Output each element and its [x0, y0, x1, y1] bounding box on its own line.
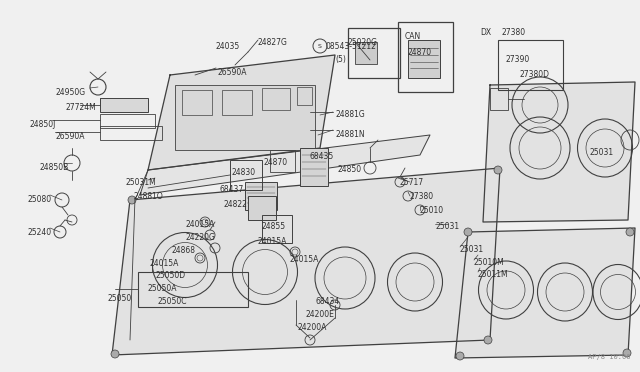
Polygon shape — [140, 135, 430, 195]
Text: 25050D: 25050D — [156, 271, 186, 280]
Text: 27380: 27380 — [502, 28, 526, 37]
Text: 24950G: 24950G — [55, 88, 85, 97]
Text: 25031: 25031 — [460, 245, 484, 254]
Circle shape — [456, 352, 464, 360]
Text: 25020G: 25020G — [348, 38, 378, 47]
Text: 68434: 68434 — [315, 297, 339, 306]
Text: 08543-51212: 08543-51212 — [325, 42, 376, 51]
Text: 24200A: 24200A — [298, 323, 328, 332]
Text: 24850: 24850 — [338, 165, 362, 174]
Text: 27380D: 27380D — [520, 70, 550, 79]
Polygon shape — [455, 228, 635, 358]
Bar — [408, 40, 440, 78]
Bar — [297, 87, 312, 105]
Text: 24881O: 24881O — [133, 192, 163, 201]
Text: 24870: 24870 — [263, 158, 287, 167]
Text: S: S — [318, 44, 322, 48]
Text: (5): (5) — [335, 55, 346, 64]
Bar — [262, 215, 292, 243]
Text: 25050C: 25050C — [157, 297, 186, 306]
Text: CAN: CAN — [405, 32, 421, 41]
Text: 26590A: 26590A — [218, 68, 248, 77]
Bar — [230, 160, 262, 190]
Bar — [100, 98, 148, 112]
Text: 27390: 27390 — [505, 55, 529, 64]
Text: 25031: 25031 — [590, 148, 614, 157]
Text: 24868: 24868 — [172, 246, 196, 255]
Bar — [398, 22, 453, 92]
Bar — [175, 85, 315, 150]
Bar — [355, 42, 377, 64]
Text: 24035: 24035 — [215, 42, 239, 51]
Bar — [262, 88, 290, 110]
Text: 24822: 24822 — [224, 200, 248, 209]
Text: 27380: 27380 — [410, 192, 434, 201]
Text: 24200E: 24200E — [306, 310, 335, 319]
Text: 25080: 25080 — [28, 195, 52, 204]
Circle shape — [464, 228, 472, 236]
Text: 24881G: 24881G — [335, 110, 365, 119]
Bar — [222, 90, 252, 115]
Bar — [182, 90, 212, 115]
Text: 24220G: 24220G — [185, 233, 215, 242]
Bar — [270, 150, 295, 172]
Text: 24015A: 24015A — [290, 255, 319, 264]
Text: 25031: 25031 — [435, 222, 459, 231]
Text: 24830: 24830 — [232, 168, 256, 177]
Bar — [100, 114, 155, 128]
Text: 24881N: 24881N — [335, 130, 365, 139]
Text: 24870: 24870 — [408, 48, 432, 57]
Circle shape — [494, 166, 502, 174]
Text: 25010: 25010 — [420, 206, 444, 215]
Text: 24855: 24855 — [262, 222, 286, 231]
Text: DX: DX — [480, 28, 491, 37]
Circle shape — [484, 336, 492, 344]
Text: 68435: 68435 — [310, 152, 334, 161]
Text: 24015A: 24015A — [185, 220, 214, 229]
Text: 24850B: 24850B — [40, 163, 69, 172]
Text: 68437: 68437 — [220, 185, 244, 194]
Bar — [138, 272, 248, 307]
Text: 24015A: 24015A — [150, 259, 179, 268]
Bar — [248, 196, 276, 220]
Circle shape — [111, 350, 119, 358]
Text: AP/8 10:06: AP/8 10:06 — [588, 354, 630, 360]
Bar — [300, 148, 328, 186]
Text: 24015A: 24015A — [257, 237, 286, 246]
Bar — [498, 40, 563, 90]
Bar — [245, 182, 277, 210]
Polygon shape — [112, 168, 500, 355]
Circle shape — [128, 196, 136, 204]
Text: 25717: 25717 — [400, 178, 424, 187]
Text: 27724M: 27724M — [65, 103, 96, 112]
Text: 25050: 25050 — [108, 294, 132, 303]
Text: 24850J: 24850J — [30, 120, 56, 129]
Bar — [490, 88, 508, 110]
Text: 25240: 25240 — [28, 228, 52, 237]
Text: 24827G: 24827G — [258, 38, 288, 47]
Bar — [100, 126, 162, 140]
Bar — [348, 28, 400, 78]
Text: 25050A: 25050A — [148, 284, 177, 293]
Polygon shape — [148, 55, 335, 170]
Text: 25010M: 25010M — [474, 258, 505, 267]
Polygon shape — [483, 82, 635, 222]
Circle shape — [623, 349, 631, 357]
Text: 26590A: 26590A — [55, 132, 84, 141]
Text: 25031M: 25031M — [125, 178, 156, 187]
Text: 25011M: 25011M — [478, 270, 509, 279]
Circle shape — [626, 228, 634, 236]
